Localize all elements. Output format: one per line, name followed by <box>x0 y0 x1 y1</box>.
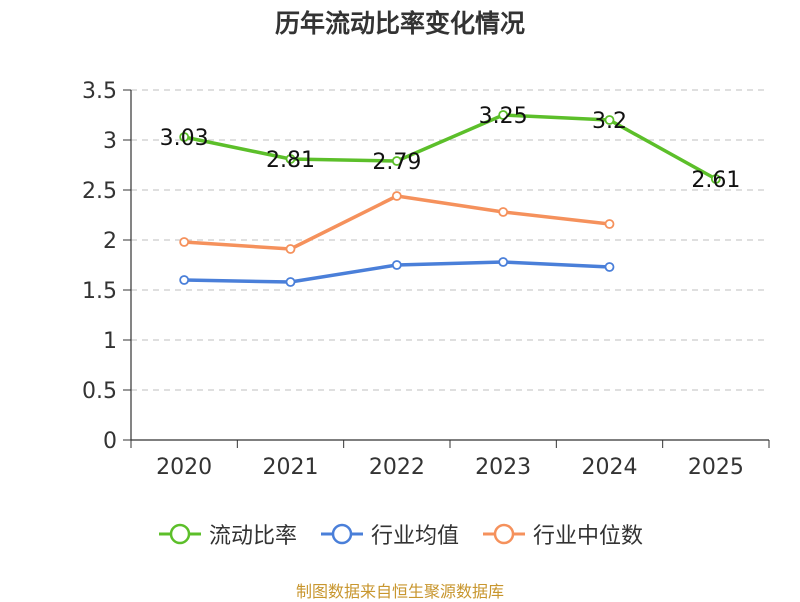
x-tick-label: 2025 <box>688 455 744 480</box>
data-point <box>710 174 721 184</box>
axes: 0 0.5 1 1.5 2 2.5 3 3.5 2020 2021 2022 2023 2024 2025 <box>82 79 770 480</box>
legend-marker-icon <box>320 523 363 545</box>
data-point <box>391 260 402 270</box>
y-tick-label: 1.5 <box>82 279 117 304</box>
data-labels: 3.03 2.81 2.79 3.25 3.2 2.61 <box>160 104 741 193</box>
y-tick-label: 0 <box>103 429 117 454</box>
series-layer <box>179 110 721 287</box>
y-tick-label: 2.5 <box>82 179 117 204</box>
legend-label: 流动比率 <box>208 524 297 549</box>
legend-marker-icon <box>483 523 525 545</box>
data-point <box>498 110 509 120</box>
legend-item-industry-mean[interactable]: 行业均值 <box>319 518 459 550</box>
data-label: 3.03 <box>160 126 209 151</box>
legend: 流动比率 行业均值 行业中位数 <box>0 518 800 550</box>
chart-title: 历年流动比率变化情况 <box>274 9 525 38</box>
x-tick-label: 2023 <box>475 455 531 480</box>
data-point <box>604 115 615 125</box>
data-point <box>285 244 296 254</box>
data-label: 3.25 <box>479 104 528 129</box>
legend-item-industry-median[interactable]: 行业中位数 <box>481 518 643 550</box>
data-point <box>285 154 296 164</box>
data-point <box>391 156 402 166</box>
legend-marker-icon <box>158 523 201 545</box>
data-label: 2.81 <box>266 148 315 173</box>
data-point <box>604 219 615 229</box>
data-point <box>179 275 190 285</box>
legend-item-current-ratio[interactable]: 流动比率 <box>157 518 297 550</box>
y-tick-label: 1 <box>103 329 117 354</box>
data-label: 2.61 <box>691 168 740 193</box>
data-point <box>391 191 402 201</box>
series-line <box>184 194 610 251</box>
y-tick-label: 0.5 <box>82 379 117 404</box>
data-point <box>179 237 190 247</box>
data-point <box>179 132 190 142</box>
source-note: 制图数据来自恒生聚源数据库 <box>295 582 504 601</box>
y-tick-label: 3 <box>103 129 117 154</box>
data-label: 2.79 <box>372 150 421 175</box>
series-line <box>183 113 717 181</box>
x-tick-label: 2022 <box>369 455 425 480</box>
data-label: 3.2 <box>592 109 627 134</box>
data-point <box>604 262 615 272</box>
legend-label: 行业均值 <box>370 524 459 549</box>
x-tick-label: 2021 <box>263 455 319 480</box>
legend-label: 行业中位数 <box>533 524 644 549</box>
y-tick-label: 2 <box>103 229 117 254</box>
data-point <box>285 277 296 287</box>
gridlines <box>131 89 769 391</box>
x-tick-label: 2024 <box>582 455 638 480</box>
data-point <box>498 257 509 267</box>
x-tick-label: 2020 <box>156 455 212 480</box>
data-point <box>498 207 509 217</box>
y-tick-label: 3.5 <box>82 79 117 104</box>
